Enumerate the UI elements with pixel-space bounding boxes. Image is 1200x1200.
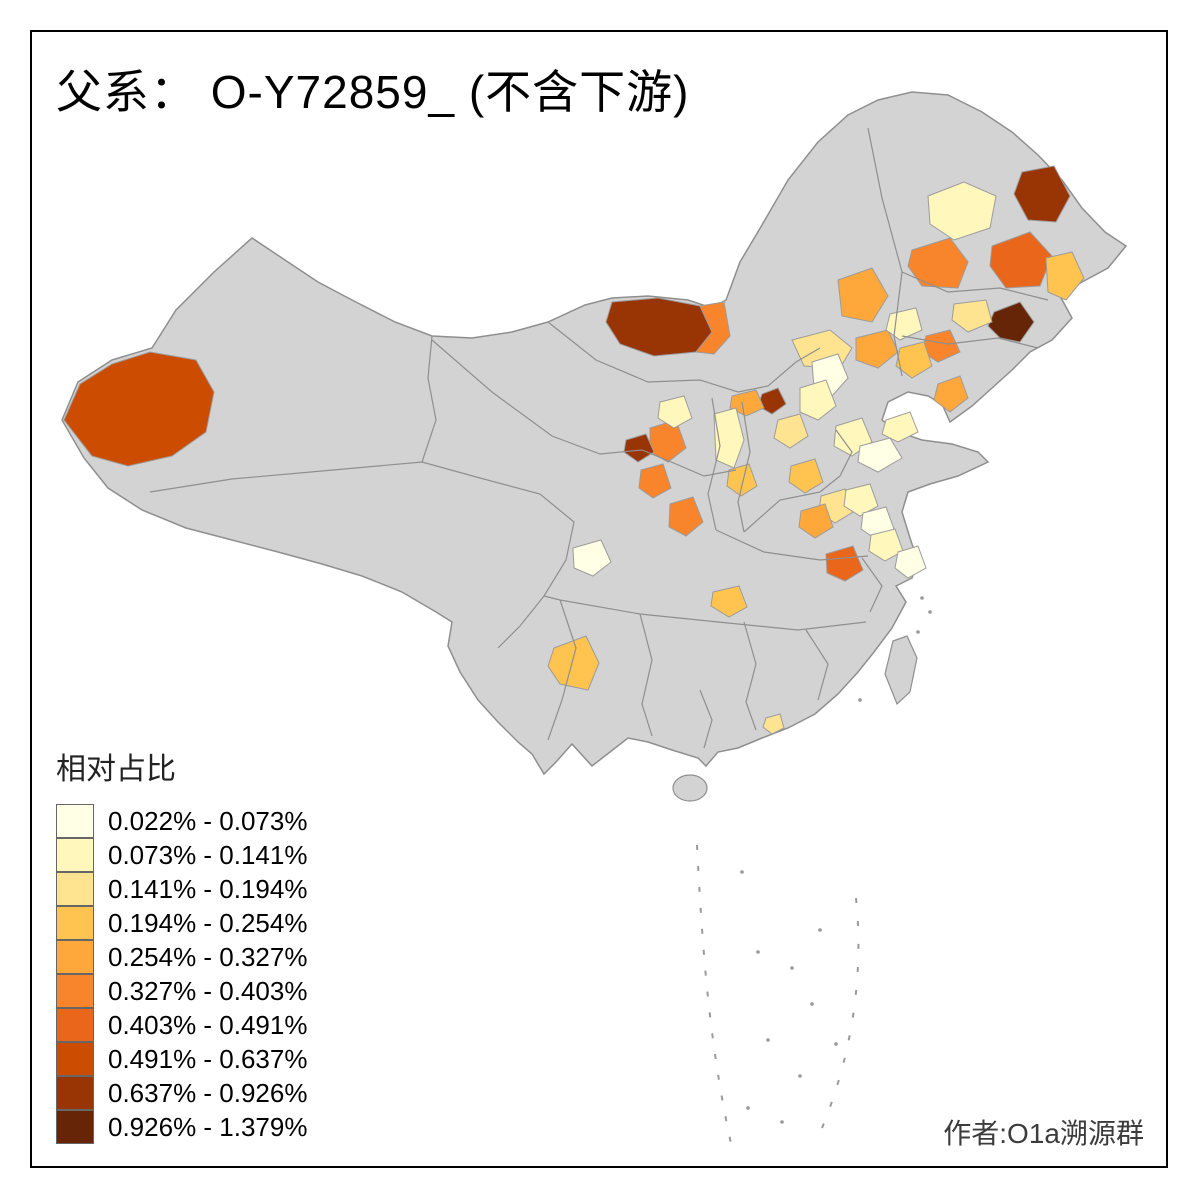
legend-item: 0.491% - 0.637% [56,1042,307,1076]
map-region-tongliao-orange [855,329,899,369]
legend-items: 0.022% - 0.073% 0.073% - 0.141% 0.141% - 0… [56,804,307,1144]
legend-label: 0.491% - 0.637% [108,1043,308,1074]
map-region-yanan-orange [638,463,672,499]
map-title: 父系： O-Y72859_ (不含下游) [56,66,690,118]
legend-swatch [56,1008,94,1042]
legend-swatch [56,1076,94,1110]
map-region-baoding-pale [799,379,837,421]
map-region-qiqihar-orange [907,237,969,289]
map-region-ningxia-pale [657,395,693,429]
map-region-wuzhong-dark [623,433,655,463]
map-region-mudanjiang-light [1045,251,1085,301]
map-region-yanbian-darkest [987,301,1035,343]
nine-dash-line-east [821,897,860,1129]
legend-label: 0.141% - 0.194% [108,873,308,904]
legend-swatch [56,838,94,872]
legend-label: 0.327% - 0.403% [108,975,308,1006]
map-region-linfen-light [726,463,758,497]
nine-dash-line-west [696,844,733,1149]
legend-swatch [56,804,94,838]
legend-item: 0.327% - 0.403% [56,974,307,1008]
map-region-xinjiang-west [63,351,215,467]
legend-item: 0.254% - 0.327% [56,940,307,974]
map-region-shanxi-pale-strip [713,407,745,469]
legend-item: 0.403% - 0.491% [56,1008,307,1042]
map-region-yancheng-cream [894,545,927,579]
legend-item: 0.194% - 0.254% [56,906,307,940]
legend-item: 0.926% - 1.379% [56,1110,307,1144]
attribution: 作者:O1a溯源群 [943,1118,1144,1149]
legend-label: 0.637% - 0.926% [108,1077,308,1108]
legend-item: 0.141% - 0.194% [56,872,307,906]
map-region-xian-orange [668,496,704,537]
colored-regions-layer [63,165,1085,735]
map-region-jinan-cream [857,437,903,473]
map-region-harbin-orange [989,231,1053,289]
legend-swatch [56,1042,94,1076]
legend: 相对占比 0.022% - 0.073% 0.073% - 0.141% 0.141… [56,744,307,1144]
legend-swatch [56,872,94,906]
legend-label: 0.254% - 0.327% [108,941,308,972]
legend-label: 0.403% - 0.491% [108,1009,308,1040]
province-borders [149,127,1049,749]
map-region-xiangyang-light [710,585,748,618]
map-region-tianjin-pale [881,411,919,443]
legend-item: 0.073% - 0.141% [56,838,307,872]
map-region-chuzhou-dark-orange [825,545,864,582]
legend-swatch [56,940,94,974]
map-region-baotou-orange [695,301,731,355]
map-region-zhengzhou-orange [798,503,834,539]
legend-label: 0.194% - 0.254% [108,907,308,938]
map-region-xingan-orange [837,267,889,323]
map-region-kunming-light [547,635,600,691]
map-region-dalian-orange [933,375,969,413]
map-region-chengdu-cream [572,539,612,577]
map-region-songyuan-pale [951,299,993,333]
legend-swatch [56,974,94,1008]
legend-swatch [56,906,94,940]
island-dots [740,596,932,1124]
map-region-heihe-cream [927,181,997,241]
map-region-huaian-pale [868,528,904,562]
legend-label: 0.022% - 0.073% [108,805,308,836]
map-region-anyang-light [788,458,824,494]
map-region-shijiazhuang-pale [773,413,809,449]
legend-label: 0.073% - 0.141% [108,839,308,870]
legend-title: 相对占比 [56,753,176,786]
map-region-datong-orange [729,389,765,417]
legend-label: 0.926% - 1.379% [108,1111,308,1142]
map-region-ganzhou-tiny [762,713,785,735]
taiwan-island [884,635,918,706]
hainan-island [672,774,708,802]
legend-swatch [56,1110,94,1144]
legend-item: 0.637% - 0.926% [56,1076,307,1110]
map-region-shenyang-mid [895,341,933,379]
legend-item: 0.022% - 0.073% [56,804,307,838]
south-china-sea-marks [696,596,932,1149]
map-region-hegang-dark [1013,165,1071,223]
